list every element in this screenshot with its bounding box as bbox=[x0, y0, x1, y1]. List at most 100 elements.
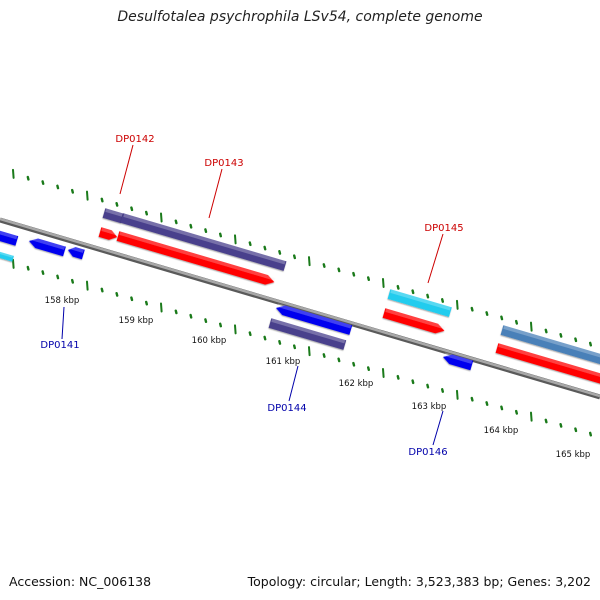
tick-mark-upper bbox=[367, 276, 370, 282]
tick-mark-lower bbox=[308, 346, 311, 357]
tick-mark-upper bbox=[41, 180, 45, 185]
gene-label-dp0142: DP0142 bbox=[115, 134, 154, 145]
callout-line bbox=[288, 365, 299, 402]
tick-mark-upper bbox=[160, 212, 163, 223]
tick-mark-upper bbox=[530, 321, 533, 332]
tick-mark-upper bbox=[234, 234, 237, 245]
tick-mark-upper bbox=[589, 341, 592, 347]
gene-red-forward bbox=[116, 231, 275, 285]
tick-mark-upper bbox=[144, 210, 149, 216]
tick-mark-upper bbox=[189, 223, 193, 229]
scale-label: 160 kbp bbox=[192, 336, 227, 346]
tick-mark-upper bbox=[308, 256, 311, 267]
tick-mark-upper bbox=[574, 337, 578, 343]
tick-mark-lower bbox=[574, 427, 578, 433]
genome-backbone bbox=[0, 217, 600, 398]
tick-mark-upper bbox=[204, 228, 208, 233]
gene-blue-reverse bbox=[276, 303, 353, 335]
scale-label: 161 kbp bbox=[266, 357, 301, 367]
gene-blue-edge bbox=[0, 228, 19, 246]
tick-mark-upper bbox=[322, 263, 326, 268]
tick-marks-lower bbox=[12, 258, 592, 437]
tick-mark-lower bbox=[100, 287, 104, 293]
tick-marks-upper bbox=[12, 168, 592, 347]
tick-mark-upper bbox=[382, 277, 385, 288]
tick-mark-lower bbox=[337, 357, 341, 363]
tick-mark-lower bbox=[441, 388, 444, 393]
callout-line bbox=[427, 233, 444, 284]
gene-label-dp0141: DP0141 bbox=[40, 340, 79, 351]
tick-mark-upper bbox=[500, 315, 504, 321]
tick-mark-upper bbox=[456, 299, 459, 310]
tick-mark-lower bbox=[426, 383, 430, 389]
tick-mark-upper bbox=[115, 201, 119, 207]
tick-mark-upper bbox=[337, 267, 341, 273]
tick-mark-upper bbox=[263, 245, 267, 251]
tick-mark-upper bbox=[278, 250, 282, 255]
callout-line bbox=[208, 168, 223, 219]
tick-mark-lower bbox=[278, 340, 282, 345]
gene-blue-reverse bbox=[68, 245, 85, 260]
tick-mark-lower bbox=[559, 422, 563, 428]
scale-label: 158 kbp bbox=[45, 296, 80, 306]
tick-mark-upper bbox=[544, 328, 548, 334]
scale-label: 159 kbp bbox=[119, 316, 154, 326]
gene-steel-forward bbox=[500, 325, 600, 366]
label-callouts bbox=[61, 144, 444, 446]
tick-mark-lower bbox=[115, 291, 119, 297]
tick-mark-lower bbox=[544, 418, 548, 424]
scale-label: 164 kbp bbox=[484, 426, 519, 436]
gene-dp0143 bbox=[120, 213, 287, 271]
tick-mark-upper bbox=[396, 284, 400, 290]
tick-mark-lower bbox=[396, 374, 400, 380]
tick-mark-lower bbox=[352, 361, 356, 367]
tick-mark-lower bbox=[86, 280, 89, 291]
tick-mark-upper bbox=[86, 190, 89, 201]
tick-mark-upper bbox=[352, 271, 356, 277]
tick-mark-upper bbox=[559, 332, 563, 338]
tick-mark-upper bbox=[248, 241, 252, 247]
tick-mark-upper bbox=[100, 197, 104, 203]
tick-mark-upper bbox=[12, 168, 15, 179]
tick-mark-upper bbox=[470, 306, 474, 312]
tick-mark-lower bbox=[41, 270, 45, 275]
callout-line bbox=[61, 306, 65, 340]
tick-mark-upper bbox=[441, 298, 444, 303]
scale-labels: 158 kbp 159 kbp 160 kbp 161 kbp 162 kbp 163 k… bbox=[45, 296, 591, 460]
gene-label-dp0146: DP0146 bbox=[408, 447, 447, 458]
scale-label: 162 kbp bbox=[339, 379, 374, 389]
tick-mark-lower bbox=[26, 265, 30, 271]
tick-mark-lower bbox=[218, 322, 223, 328]
tick-mark-lower bbox=[204, 318, 208, 323]
tick-mark-lower bbox=[530, 411, 533, 422]
tick-mark-lower bbox=[411, 379, 415, 385]
tick-mark-lower bbox=[130, 296, 134, 302]
tick-mark-upper bbox=[130, 206, 134, 212]
tick-mark-lower bbox=[382, 367, 385, 378]
tick-mark-upper bbox=[426, 293, 430, 299]
scale-label: 165 kbp bbox=[556, 450, 591, 460]
callout-line bbox=[119, 144, 134, 195]
gene-red-forward bbox=[495, 343, 600, 386]
tick-mark-lower bbox=[160, 302, 163, 313]
map-title: Desulfotalea psychrophila LSv54, complet… bbox=[117, 9, 483, 25]
tick-mark-upper bbox=[26, 175, 30, 181]
tick-mark-lower bbox=[248, 331, 252, 337]
tick-mark-lower bbox=[470, 396, 474, 402]
tick-mark-upper bbox=[174, 219, 178, 225]
tick-mark-lower bbox=[70, 278, 75, 284]
tick-mark-lower bbox=[589, 431, 592, 437]
tick-mark-lower bbox=[263, 335, 267, 341]
tick-mark-lower bbox=[12, 258, 15, 269]
tick-mark-upper bbox=[485, 311, 489, 316]
scale-label: 163 kbp bbox=[412, 402, 447, 412]
gene-features bbox=[0, 208, 600, 386]
tick-mark-lower bbox=[189, 313, 193, 319]
gene-dp0141 bbox=[29, 236, 66, 257]
gene-labels: DP0142 DP0143 DP0145 DP0141 DP0144 DP0146 bbox=[40, 134, 463, 458]
gene-label-dp0145: DP0145 bbox=[424, 223, 463, 234]
tick-mark-lower bbox=[144, 300, 149, 306]
tick-mark-upper bbox=[56, 184, 60, 190]
tick-mark-lower bbox=[174, 309, 178, 315]
tick-mark-lower bbox=[322, 353, 326, 358]
